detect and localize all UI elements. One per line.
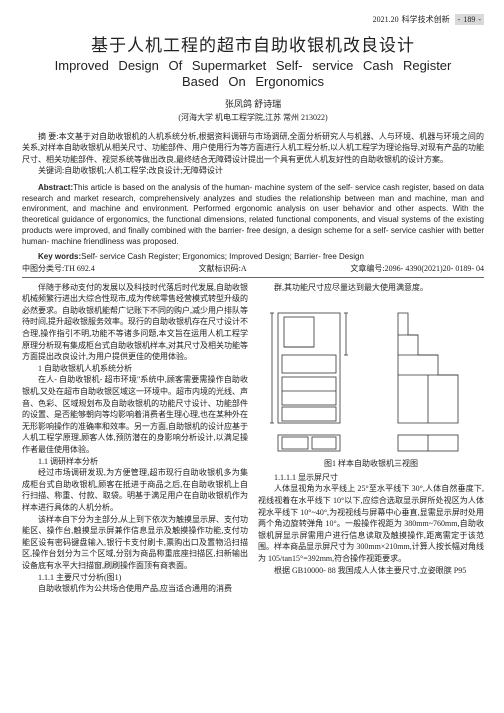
clc-label: 中图分类号: xyxy=(22,264,64,273)
kw-cn-label: 关键词: xyxy=(38,166,64,175)
art-label: 文章编号: xyxy=(350,264,384,273)
issue-label: 2021.20 科学技术创新 xyxy=(373,15,450,24)
divider xyxy=(22,277,484,278)
para-l1: 伴随于移动支付的发展以及科技时代落后时代发展,自助收银机械频繁行进出大综合性现市… xyxy=(22,282,248,363)
kw-en-text: Self- service Cash Register; Ergonomics;… xyxy=(81,252,364,261)
right-column: 群,其功能尺寸应尽量达到最大使用满意度。 xyxy=(258,282,484,595)
para-l3: 经过市场调研发现,为方便管理,超市现行自助收银机多为集成柜台式自助收银机,顾客在… xyxy=(22,467,248,513)
title-english: Improved Design Of Supermarket Self- ser… xyxy=(22,58,484,91)
authors: 张凤鸽 舒诗瑞 xyxy=(22,97,484,110)
title-en-line2: Based On Ergonomics xyxy=(182,74,324,89)
abs-en-text: This article is based on the analysis of… xyxy=(22,183,484,246)
heading-l1: 1 自助收银机人机系统分析 xyxy=(22,363,248,375)
body-columns: 伴随于移动支付的发展以及科技时代落后时代发展,自助收银机械频繁行进出大综合性现市… xyxy=(22,282,484,595)
classification-line: 中图分类号:TH 692.4 文献标识码:A 文章编号:2096- 4390(2… xyxy=(22,263,484,274)
clc-value: TH 692.4 xyxy=(64,264,95,273)
title-en-line1: Improved Design Of Supermarket Self- ser… xyxy=(55,58,452,73)
kw-en-label: Key words: xyxy=(38,252,81,261)
art-value: 2096- 4390(2021)20- 0189- 04 xyxy=(385,264,484,273)
abs-cn-label: 摘 要: xyxy=(38,132,59,141)
abstract-english: Abstract:This article is based on the an… xyxy=(22,183,484,248)
figure-1-caption: 图1 样本自助收银机三视图 xyxy=(258,458,484,470)
title-chinese: 基于人机工程的超市自助收银机改良设计 xyxy=(22,31,484,56)
three-view-drawing xyxy=(258,295,482,455)
figure-1 xyxy=(258,295,484,455)
abs-cn-text: 本文基于对自助收银机的人机系统分析,根据资料调研与市场调研,全面分析研究人与机器… xyxy=(22,132,484,164)
kw-cn-text: 自助收银机;人机工程学;改良设计;无障碍设计 xyxy=(64,166,223,175)
para-l5: 自助收银机作为公共场合使用产品,应当适合通用的消费 xyxy=(22,583,248,595)
abstract-chinese: 摘 要:本文基于对自助收银机的人机系统分析,根据资料调研与市场调研,全面分析研究… xyxy=(22,131,484,177)
left-column: 伴随于移动支付的发展以及科技时代落后时代发展,自助收银机械频繁行进出大综合性现市… xyxy=(22,282,248,595)
para-r3: 根据 GB10000- 88 我国成人人体主要尺寸,立姿眼膑 P95 xyxy=(258,565,484,577)
para-l2: 在人- 自助收银机- 超市环境"系统中,顾客需要需操作自助收银机,又处在超市自助… xyxy=(22,374,248,455)
para-l4: 该样本自下分为主部分,从上到下依次为触摸显示屏、支付功能区、操作台,触摸显示屏兼… xyxy=(22,514,248,572)
heading-r1: 1.1.1.1 显示屏尺寸 xyxy=(258,472,484,484)
para-r2: 人体显视角为水平线上 25°至水平线下 30°,人体自然垂度下,视线视着在水平线… xyxy=(258,483,484,564)
page-number: - 189 - xyxy=(455,14,484,25)
doc-value: A xyxy=(241,264,247,273)
doc-label: 文献标识码: xyxy=(199,264,241,273)
abs-en-label: Abstract: xyxy=(38,183,73,192)
keywords-english: Key words:Self- service Cash Register; E… xyxy=(22,252,484,261)
running-head: 2021.20 科学技术创新 - 189 - xyxy=(22,14,484,25)
heading-l2: 1.1 调研样本分析 xyxy=(22,456,248,468)
para-r1: 群,其功能尺寸应尽量达到最大使用满意度。 xyxy=(258,282,484,294)
affiliation: (河海大学 机电工程学院,江苏 常州 213022) xyxy=(22,112,484,123)
heading-l3: 1.1.1 主要尺寸分析(图1) xyxy=(22,572,248,584)
